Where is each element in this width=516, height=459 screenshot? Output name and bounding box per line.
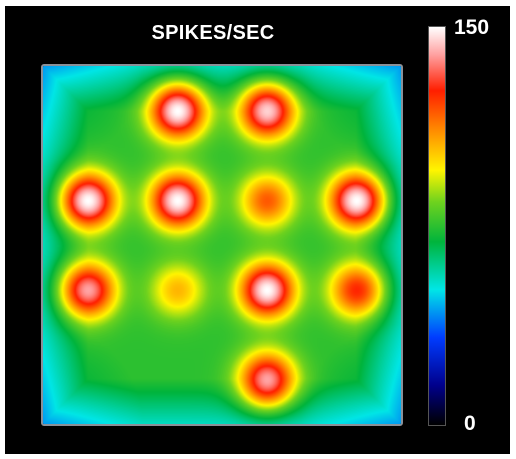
colorbar-min-label: 0 xyxy=(464,412,476,435)
colorbar xyxy=(428,26,446,426)
heatmap-canvas xyxy=(43,66,401,424)
heatmap-plot xyxy=(41,64,403,426)
colorbar-max-label: 150 xyxy=(454,16,490,39)
chart-title: SPIKES/SEC xyxy=(151,22,275,44)
